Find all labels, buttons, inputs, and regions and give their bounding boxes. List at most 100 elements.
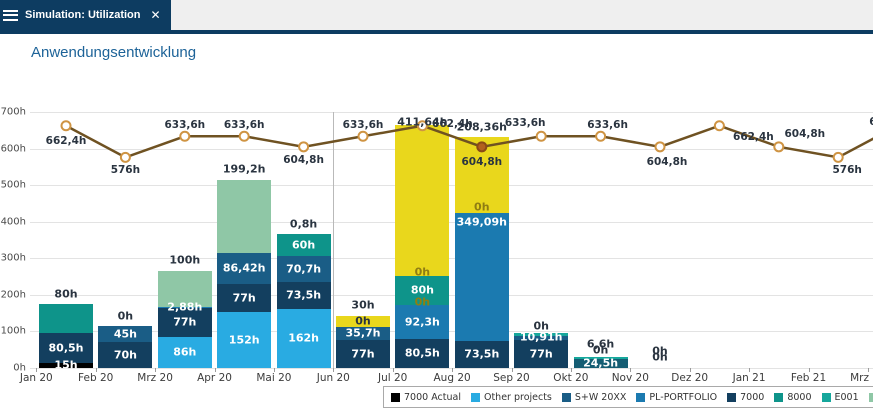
legend-item-s-w-20xx[interactable]: S+W 20XX (561, 391, 627, 403)
bar-value-label: 86,42h (222, 261, 266, 275)
bar-segment-7000[interactable] (217, 284, 272, 313)
legend-item-7000-actual[interactable]: 7000 Actual (391, 392, 461, 403)
legend-swatch-icon (821, 392, 831, 402)
tab-label: Simulation: Utilization (25, 9, 141, 21)
legend-item-e001[interactable]: E001 (821, 392, 859, 403)
line-point (832, 151, 844, 163)
bar-value-label: 77h (173, 315, 197, 329)
legend-item-other-projects[interactable]: Other projects (470, 392, 552, 403)
bar-segment-0008[interactable] (157, 270, 212, 308)
x-axis-tick-label: Mrz 20 (137, 372, 173, 384)
y-axis-tick-label: 700h (0, 106, 26, 118)
bar-segment-7000[interactable] (454, 341, 509, 368)
bar-segment-7000[interactable] (336, 339, 390, 368)
legend-label: PL-PORTFOLIO (649, 391, 718, 403)
line-point (654, 141, 666, 153)
x-axis-tickmark (689, 368, 691, 372)
bar-segment-8000[interactable] (395, 275, 450, 305)
x-axis-tick-label: Feb 20 (78, 372, 114, 384)
bar-segment-s-w-20xx[interactable] (276, 256, 331, 282)
bar-segment-other-projects[interactable] (276, 308, 331, 368)
line-point-label: 604,8h (461, 155, 503, 168)
bar-value-label: 0,8h (289, 217, 318, 231)
line-point-label: 576h (832, 164, 862, 177)
x-axis-tickmark (749, 368, 751, 372)
bar-value-label: 77h (351, 347, 375, 361)
legend-swatch-icon (561, 392, 571, 402)
bar-segment-e001[interactable] (573, 356, 628, 360)
line-point (238, 130, 250, 142)
line-point-label: 633,6h (223, 119, 265, 132)
x-axis-tick-label: Jan 21 (732, 372, 766, 384)
line-point (298, 141, 310, 153)
bar-segment-7000[interactable] (98, 342, 153, 368)
legend-item-pl-portfolio[interactable]: PL-PORTFOLIO (636, 392, 717, 403)
bar-segment-other-projects[interactable] (157, 336, 212, 368)
line-point (60, 120, 72, 132)
y-gridline (30, 221, 873, 223)
x-axis-tickmark (808, 368, 810, 372)
bar-segment-7000[interactable] (395, 338, 450, 368)
bar-value-label: 0h (533, 319, 549, 333)
bar-segment-7000[interactable] (514, 339, 569, 368)
bar-segment-s-w-20xx[interactable] (514, 335, 569, 340)
bar-value-label: 349,09h (456, 215, 507, 229)
legend-swatch-icon (470, 392, 480, 402)
bar-value-label: 92,3h (404, 315, 440, 329)
bar-value-label: 0h (652, 350, 668, 364)
tab-simulation-utilization[interactable]: Simulation: Utilization ✕ (0, 0, 171, 30)
legend-item-8000[interactable]: 8000 (774, 391, 812, 403)
bar-segment-8000[interactable] (39, 303, 93, 334)
bar-segment-7000[interactable] (276, 281, 331, 309)
bar-segment-pl-portfolio[interactable] (395, 304, 450, 339)
x-axis-tick-label: Jun 20 (316, 372, 350, 384)
legend-item-7000[interactable]: 7000 (727, 392, 764, 403)
line-point-label: 662,4h (432, 117, 473, 130)
x-axis-tick-label: Sep 20 (493, 372, 530, 384)
x-axis-tick-label: Okt 20 (553, 372, 589, 384)
bar-segment-8000[interactable] (276, 234, 331, 256)
legend-swatch-icon (868, 392, 873, 402)
hamburger-menu-icon[interactable] (3, 9, 18, 21)
bar-value-label: 0h (414, 295, 431, 309)
legend-label: 7000 Actual (404, 391, 461, 403)
line-point-label: 604,8h (646, 155, 688, 168)
line-point-label: 604,8h (784, 127, 826, 140)
legend-label: 8000 (787, 391, 812, 403)
line-point-label: 662,4h (733, 130, 774, 143)
line-point (773, 141, 785, 153)
bar-value-label: 30h (351, 298, 375, 312)
bar-value-label: 77h (529, 347, 553, 361)
bar-segment-000000[interactable] (336, 315, 390, 327)
bar-segment-7000[interactable] (157, 308, 212, 337)
bar-segment-s-w-20xx[interactable] (98, 325, 153, 343)
tab-close-icon[interactable]: ✕ (150, 8, 161, 22)
bar-segment-pl-portfolio[interactable] (454, 213, 509, 342)
bar-segment-s-w-20xx[interactable] (336, 326, 390, 340)
x-axis-tick-label: Apr 20 (197, 372, 232, 384)
bar-value-label: 86h (173, 345, 197, 359)
legend-label: S+W 20XX (574, 391, 627, 403)
bar-segment-000000[interactable] (395, 125, 450, 276)
bar-value-label: 73,5h (286, 288, 322, 302)
line-point-label: 633,6h (342, 119, 384, 132)
bar-segment-e001[interactable] (514, 332, 569, 336)
bar-value-label: 70,7h (286, 262, 322, 276)
legend-swatch-icon (636, 392, 646, 402)
bar-segment-other-projects[interactable] (217, 312, 272, 368)
y-gridline (30, 258, 873, 260)
x-axis-tickmark (630, 368, 632, 372)
y-gridline (30, 331, 873, 333)
bar-value-label: 0h (592, 343, 609, 357)
bar-segment-s-w-20xx[interactable] (217, 252, 272, 285)
bar-segment-7000-actual[interactable] (39, 362, 93, 368)
bar-segment-0008[interactable] (217, 179, 272, 253)
x-axis-tickmark (570, 368, 572, 372)
x-axis-tickmark (867, 368, 869, 372)
bar-segment-pl-portfolio[interactable] (157, 307, 212, 309)
bar-segment-7000[interactable] (39, 333, 93, 363)
bar-value-label: 80,5h (48, 341, 84, 355)
bar-segment-7000[interactable] (573, 359, 628, 368)
